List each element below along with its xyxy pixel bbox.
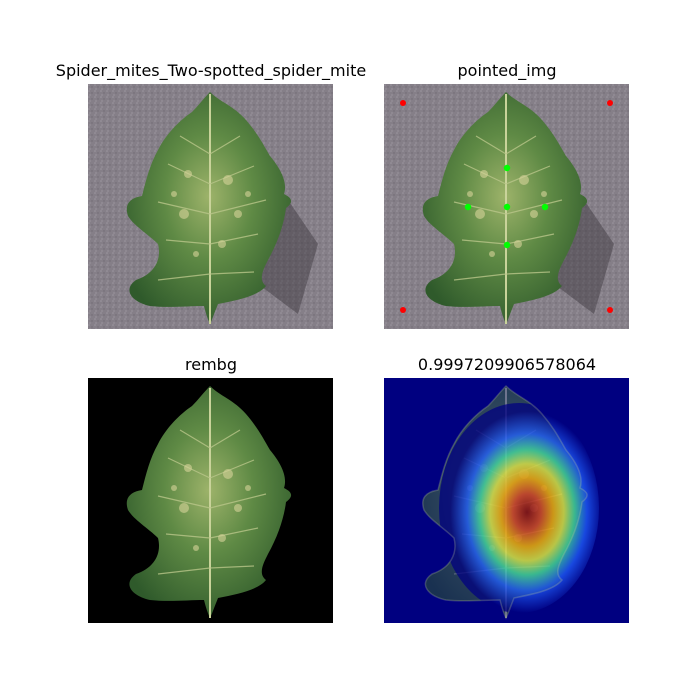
key-point xyxy=(503,241,511,249)
panel-title-original: Spider_mites_Two-spotted_spider_mite xyxy=(55,61,367,80)
corner-marker xyxy=(607,307,613,313)
panel-title-rembg: rembg xyxy=(185,355,237,374)
key-points xyxy=(464,164,549,249)
heatmap-image xyxy=(384,378,629,623)
panel-title-pointed: pointed_img xyxy=(457,61,557,80)
corner-marker xyxy=(400,307,406,313)
original-image xyxy=(88,84,333,329)
panel-title-heatmap: 0.9997209906578064 xyxy=(417,355,597,374)
corner-markers xyxy=(400,100,613,313)
key-point xyxy=(464,203,472,211)
pointed-image xyxy=(384,84,629,329)
key-point xyxy=(503,164,511,172)
corner-marker xyxy=(607,100,613,106)
rembg-image xyxy=(88,378,333,623)
key-point xyxy=(541,203,549,211)
key-point xyxy=(503,203,511,211)
corner-marker xyxy=(400,100,406,106)
